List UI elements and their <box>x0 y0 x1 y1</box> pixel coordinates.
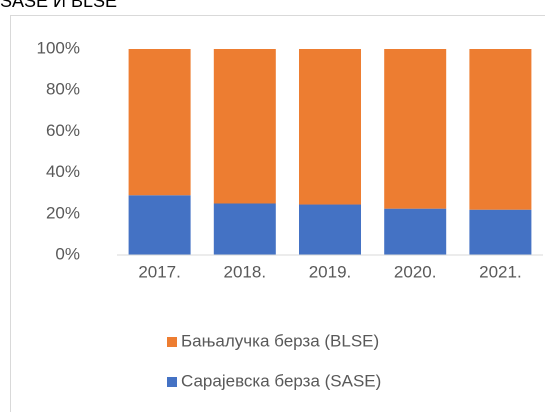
bar-segment <box>299 49 361 205</box>
y-tick-label: 60% <box>46 121 80 140</box>
y-tick-label: 80% <box>46 80 80 99</box>
bar-segment <box>213 49 276 204</box>
x-tick-label: 2021. <box>479 262 522 281</box>
x-tick-label: 2018. <box>224 262 267 281</box>
bar-segment <box>128 195 191 255</box>
x-tick-label: 2017. <box>138 262 181 281</box>
bar-segment <box>213 203 276 255</box>
bar-segment <box>299 204 361 255</box>
bar-segment <box>384 49 447 209</box>
legend-swatch <box>167 377 177 387</box>
legend-label: Бањалучка берза (BLSE) <box>181 331 379 350</box>
bar-segment <box>469 209 532 255</box>
chart-border <box>10 15 545 412</box>
chart-title: SASE И BLSE <box>0 0 117 11</box>
bar-segment <box>469 49 532 210</box>
y-tick-label: 20% <box>46 203 80 222</box>
bar-segment <box>128 49 191 196</box>
y-tick-label: 40% <box>46 162 80 181</box>
y-tick-label: 0% <box>55 244 80 263</box>
legend-swatch <box>167 337 177 347</box>
bar-segment <box>384 208 447 255</box>
x-tick-label: 2020. <box>394 262 437 281</box>
y-tick-label: 100% <box>37 38 80 57</box>
legend-label: Сарајевска берза (SASE) <box>181 371 381 390</box>
x-tick-label: 2019. <box>309 262 352 281</box>
